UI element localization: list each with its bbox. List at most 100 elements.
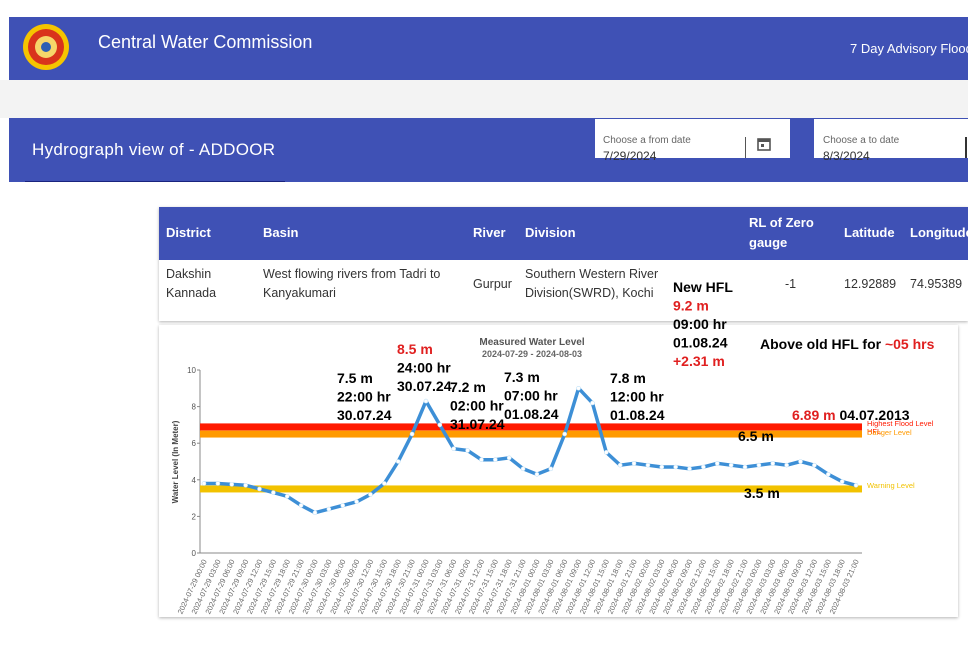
annotation-segment: 04.07.2013 — [836, 407, 910, 423]
annotation-segment: 7.2 m — [450, 379, 486, 395]
divider — [745, 137, 746, 158]
annotation-segment: 7.3 m — [504, 369, 540, 385]
data-point — [423, 398, 429, 404]
annotation-segment: 02:00 hr — [450, 398, 504, 414]
threshold-label: Highest Flood Level — [867, 419, 934, 428]
annotation-segment: 09:00 hr — [673, 316, 727, 332]
threshold-label: Danger Level — [867, 428, 912, 437]
annotation-segment: New HFL — [673, 279, 733, 295]
y-tick-label: 10 — [187, 366, 196, 375]
data-point — [340, 503, 346, 508]
annotation-segment: Above old HFL for — [760, 336, 885, 352]
toolbar: Hydrograph view of - ADDOOR Choose a fro… — [9, 118, 968, 182]
cell: 74.95389 — [910, 277, 963, 291]
data-point — [576, 385, 581, 391]
annotation: 01.08.24 — [610, 407, 665, 423]
data-point — [784, 462, 789, 468]
annotation: 01.08.24 — [673, 335, 728, 351]
field-label: Choose a to date — [823, 135, 900, 146]
cell: Gurpur — [473, 277, 512, 291]
field-value: 8/3/2024 — [823, 149, 870, 163]
page-title: Hydrograph view of - ADDOOR — [32, 140, 276, 159]
data-point — [701, 464, 706, 470]
threshold-band — [200, 423, 862, 431]
annotation: 9.2 m — [673, 298, 709, 314]
advisory-link[interactable]: 7 Day Advisory Flood — [850, 41, 968, 56]
annotation-segment: 01.08.24 — [504, 406, 559, 422]
threshold-band — [200, 485, 862, 493]
annotation-segment: 30.07.24 — [397, 378, 452, 394]
data-point — [284, 493, 290, 499]
data-point — [298, 503, 304, 508]
to-date[interactable]: Choose a to date 8/3/2024 — [814, 119, 968, 163]
data-point — [243, 482, 248, 488]
y-tick-label: 6 — [192, 439, 197, 448]
data-point — [603, 450, 609, 455]
data-point — [520, 466, 526, 472]
field-value: 7/29/2024 — [603, 149, 657, 163]
column-header: District — [166, 225, 211, 240]
table-header: District Basin River Division RL of Zero… — [159, 207, 968, 260]
annotation-segment: 8.5 m — [397, 341, 433, 357]
y-tick-label: 2 — [192, 512, 197, 521]
annotation-segment: 01.08.24 — [610, 407, 665, 423]
data-point — [493, 457, 498, 462]
annotation-segment: 9.2 m — [673, 298, 709, 314]
data-point — [756, 462, 762, 468]
data-point — [271, 490, 276, 495]
annotation-segment: 24:00 hr — [397, 360, 451, 376]
app-title: Central Water Commission — [98, 32, 313, 52]
annotation-segment: 3.5 m — [744, 485, 780, 501]
data-point — [479, 457, 484, 462]
data-point — [201, 481, 207, 486]
threshold-label: Warning Level — [867, 481, 915, 490]
data-point — [409, 431, 415, 437]
data-point — [853, 482, 859, 488]
threshold-band — [200, 430, 862, 438]
data-point — [451, 446, 457, 451]
column-header: Division — [525, 225, 576, 240]
cell: -1 — [785, 277, 797, 291]
data-point — [382, 481, 387, 486]
data-point — [368, 492, 373, 497]
data-point — [617, 462, 623, 468]
annotation: Above old HFL for ~05 hrs — [760, 336, 935, 352]
annotation-segment: 01.08.24 — [673, 335, 728, 351]
annotation-segment: +2.31 m — [673, 353, 725, 369]
annotation: 12:00 hr — [610, 389, 664, 405]
annotation: 24:00 hr — [397, 360, 451, 376]
annotation-segment: 6.5 m — [738, 428, 774, 444]
data-point — [395, 459, 401, 464]
app-header: Central Water Commission 7 Day Advisory … — [9, 17, 968, 80]
data-point — [534, 472, 540, 477]
data-point — [742, 464, 748, 470]
y-tick-label: 8 — [192, 403, 197, 412]
annotation: 7.5 m — [337, 370, 373, 386]
annotation: 8.5 m — [397, 341, 433, 357]
data-point — [645, 462, 651, 468]
from-date[interactable]: Choose a from date 7/29/2024 — [595, 119, 790, 163]
annotation: 31.07.24 — [450, 416, 505, 432]
annotation: 7.2 m — [450, 379, 486, 395]
data-point — [659, 464, 665, 470]
logo — [23, 24, 69, 70]
cell: 12.92889 — [844, 277, 897, 291]
data-point — [812, 462, 817, 468]
y-axis-label: Water Level (In Meter) — [171, 420, 180, 503]
annotation: 6.5 m — [738, 428, 774, 444]
column-header: Longitude — [910, 225, 968, 240]
cell: Dakshin Kannada — [166, 267, 217, 300]
data-point — [354, 499, 359, 505]
annotation-segment: 07:00 hr — [504, 388, 558, 404]
column-header: River — [473, 225, 506, 240]
data-point — [312, 510, 318, 516]
column-header: Basin — [263, 225, 299, 240]
annotation-segment: 31.07.24 — [450, 416, 505, 432]
data-point — [631, 461, 637, 466]
chart-title: Measured Water Level — [479, 337, 584, 348]
calendar-icon[interactable] — [757, 137, 771, 151]
annotation-segment: 7.8 m — [610, 370, 646, 386]
annotation: 7.3 m — [504, 369, 540, 385]
cell: Southern Western River Division(SWRD), K… — [525, 267, 659, 300]
